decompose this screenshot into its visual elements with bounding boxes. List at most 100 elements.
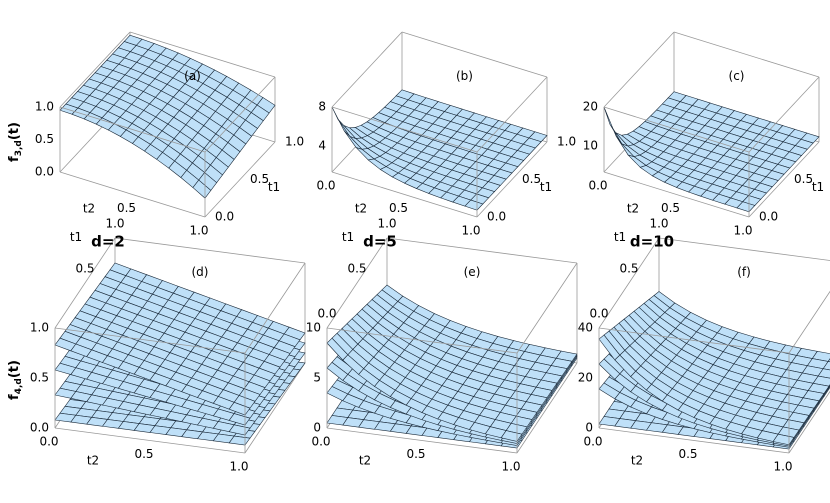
y-tick-label: 0.0 [317, 307, 336, 321]
x-tick-label: 1.0 [229, 460, 248, 474]
row-y-label-part: (t) [7, 122, 22, 140]
box-edge [244, 362, 306, 454]
box-edge [603, 31, 675, 108]
x-tick-label: 1.0 [773, 460, 792, 474]
box-edge [658, 237, 830, 261]
box-edge [748, 76, 820, 153]
panel: (a) 1.0 0.5 0.0 0.5 1.0 t2 0.0 0.5 1.0 t1 [35, 31, 304, 238]
row-y-label: f3,d(t) [7, 122, 24, 162]
box-edge [326, 427, 518, 454]
z-tick-label: 1.0 [35, 100, 54, 114]
box-edge [129, 31, 276, 78]
box-edge [516, 262, 578, 354]
z-tick-label: 4 [318, 139, 326, 153]
box-edge [331, 31, 403, 108]
z-tick-label: 0.5 [35, 132, 54, 146]
z-tick-label: 40 [578, 321, 593, 335]
z-tick-label: 1.0 [30, 321, 49, 335]
z-tick-label: 5 [313, 371, 321, 385]
z-tick-label: 20 [583, 100, 598, 114]
box-edge [331, 106, 478, 153]
y-tick-label: 0.0 [487, 210, 506, 224]
box-edge [598, 327, 790, 354]
box-edge [204, 141, 276, 218]
z-tick-label: 0 [585, 421, 593, 435]
box-edge [54, 237, 116, 329]
x-tick-label: 1.0 [733, 224, 752, 238]
panel-label: (b) [456, 69, 473, 83]
z-tick-label: 10 [306, 321, 321, 335]
row-y-label-part: 3,d [14, 140, 24, 156]
x-axis-label: t2 [87, 454, 99, 468]
box-edge [673, 31, 820, 78]
box-edge [54, 427, 246, 454]
box-edge [54, 327, 246, 354]
y-axis-label: t1 [268, 180, 280, 194]
x-tick-label: 1.0 [501, 460, 520, 474]
x-axis-label: t2 [627, 202, 639, 216]
x-tick-label: 0.0 [39, 435, 58, 449]
box-edge [331, 171, 478, 218]
y-tick-label: 0.5 [522, 172, 541, 186]
panel-label: (a) [184, 69, 201, 83]
z-tick-label: 10 [583, 139, 598, 153]
box-edge [603, 106, 750, 153]
y-tick-label: 0.5 [347, 262, 366, 276]
box-edge [326, 237, 388, 329]
x-axis-label: t2 [359, 454, 371, 468]
y-axis-label: t1 [614, 230, 626, 244]
row-y-label-part: 4,d [14, 378, 24, 394]
z-tick-label: 0.0 [30, 421, 49, 435]
panel-label: (d) [192, 265, 209, 279]
box-edge [598, 427, 790, 454]
y-tick-label: 1.0 [285, 135, 304, 149]
panel-label: (f) [737, 265, 751, 279]
panel: (d) 1.0 0.5 0.00.0 0.5 1.0 t2 0.5 1.0 t1 [30, 217, 306, 474]
y-axis-label: t1 [540, 180, 552, 194]
box-edge [386, 237, 578, 264]
y-tick-label: 0.0 [215, 210, 234, 224]
y-tick-label: 0.0 [759, 210, 778, 224]
panel: (c) 20 10 0.0 0.5 1.0 t2 0.0 0.5 1.0 t1 [583, 31, 830, 238]
x-tick-label: 0.5 [406, 447, 425, 461]
x-axis-label: t2 [631, 454, 643, 468]
panel: (b) 8 4 0.0 0.5 1.0 t2 0.0 0.5 1.0 t1 [316, 31, 576, 238]
y-tick-label: 0.5 [250, 172, 269, 186]
y-tick-label: 1.0 [377, 217, 396, 231]
box-edge [598, 237, 660, 329]
box-edge [516, 362, 578, 454]
z-tick-label: 0.0 [35, 165, 54, 179]
z-tick-label: 20 [578, 371, 593, 385]
box-edge [326, 327, 518, 354]
box-edge [59, 171, 206, 218]
y-tick-label: 0.5 [619, 262, 638, 276]
panel-label: (c) [729, 69, 745, 83]
x-tick-label: 1.0 [461, 224, 480, 238]
z-tick-label: 0 [313, 421, 321, 435]
x-tick-label: 0.0 [583, 435, 602, 449]
y-axis-label: t1 [812, 180, 824, 194]
box-edge [244, 262, 306, 354]
y-axis-label: t1 [342, 230, 354, 244]
x-tick-label: 1.0 [189, 224, 208, 238]
x-tick-label: 0.0 [588, 179, 607, 193]
row-y-label-part: f [7, 156, 22, 162]
y-tick-label: 1.0 [649, 217, 668, 231]
panel-title: d=2 [91, 233, 125, 251]
surface-cell [822, 361, 830, 371]
box-edge [59, 106, 206, 153]
row-y-label-part: f [7, 394, 22, 400]
y-tick-label: 0.5 [75, 262, 94, 276]
box-edge [748, 141, 820, 218]
x-tick-label: 0.0 [316, 179, 335, 193]
y-tick-label: 0.0 [589, 307, 608, 321]
row-y-label: f4,d(t) [7, 360, 24, 400]
x-axis-label: t2 [83, 202, 95, 216]
box-edge [788, 390, 830, 454]
x-tick-label: 0.5 [661, 201, 680, 215]
box-edge [204, 76, 276, 153]
panel-title: d=5 [363, 233, 397, 251]
